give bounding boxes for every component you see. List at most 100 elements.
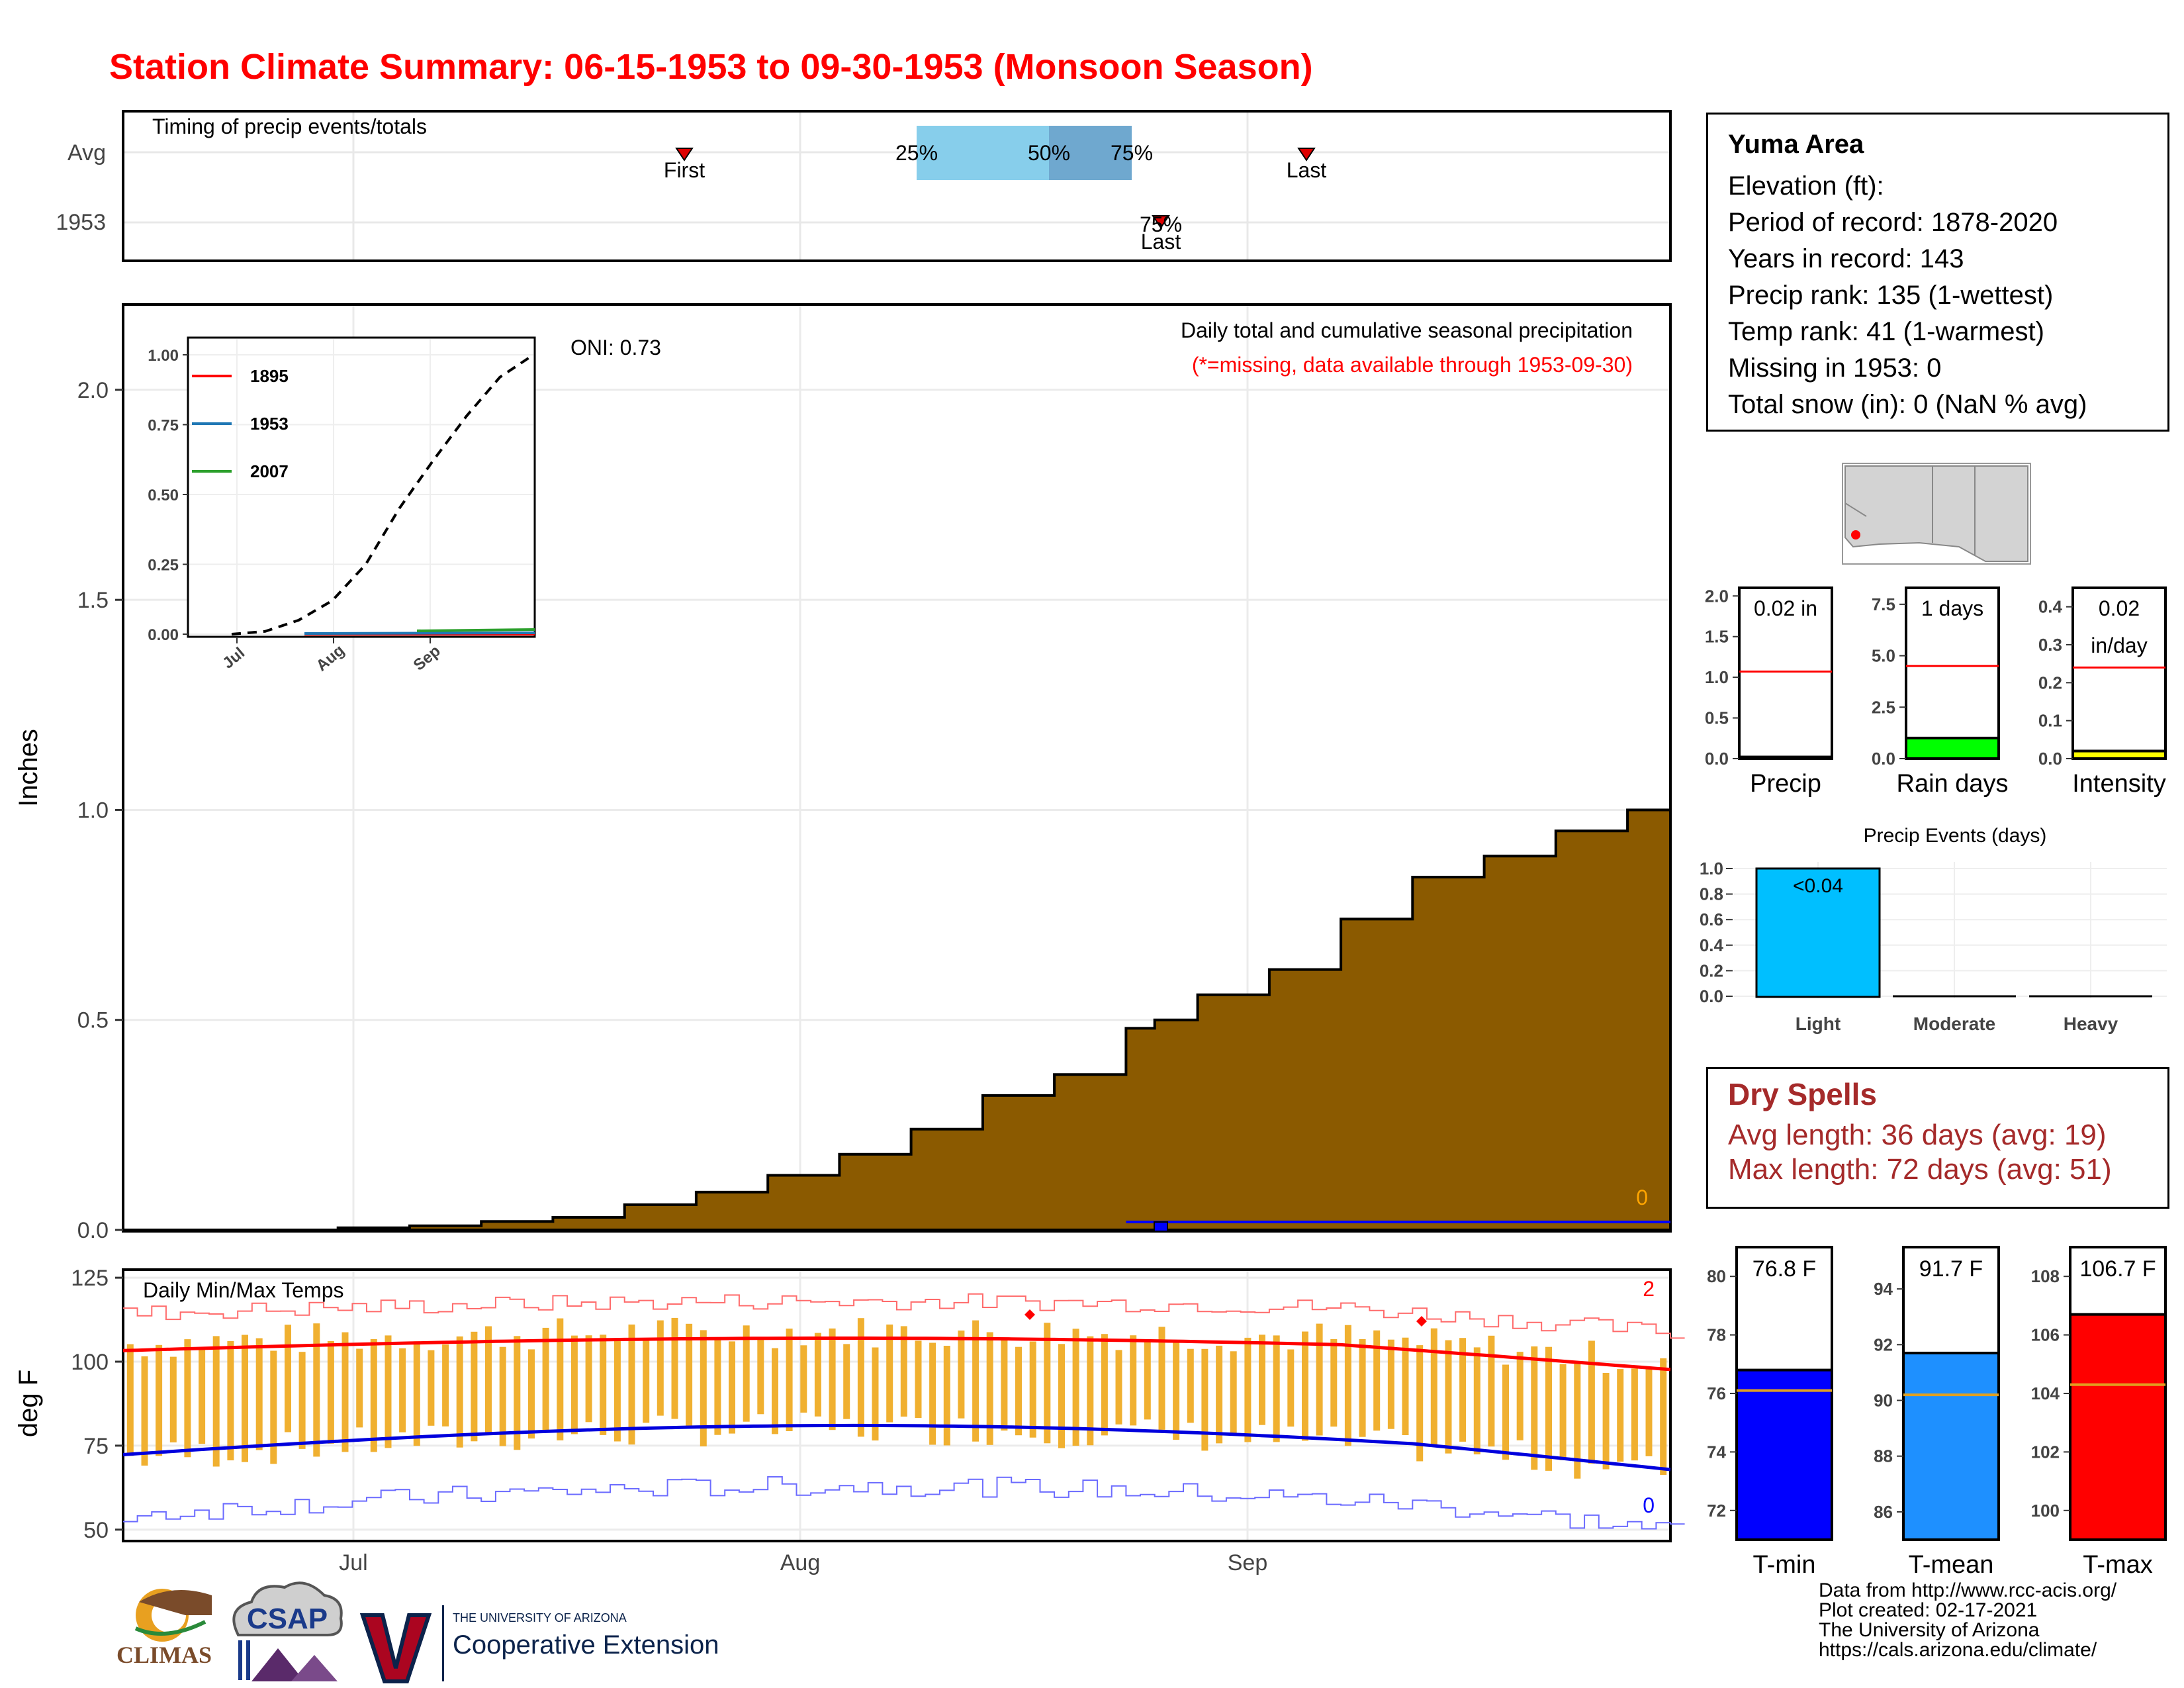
xtick-jul: Jul [339,1550,367,1575]
daily-temp-bar [757,1339,764,1415]
precip-gauge: 0.0 0.5 1.0 1.5 2.0 0.02 in Precip [1705,586,1833,798]
daily-temp-bar [886,1324,893,1423]
timing-band-50-75 [1049,126,1132,180]
tmin-record-line [123,1476,1685,1530]
temps-ytick: 100 [71,1350,109,1375]
daily-temp-bar [1173,1342,1180,1440]
dry-spells-box: Dry Spells Avg length: 36 days (avg: 19)… [1706,1067,2169,1209]
daily-temp-bar [242,1335,248,1462]
daily-temp-bar [714,1338,721,1435]
svg-text:CLIMAS: CLIMAS [116,1642,212,1668]
intensity-value-bar [2071,749,2167,760]
daily-temp-bar [1158,1327,1165,1430]
raindays-tick: 0.0 [1872,749,1895,769]
timing-row-avg: Avg [68,140,106,165]
raindays-tick: 5.0 [1872,646,1895,666]
daily-temp-bar [857,1318,864,1437]
daily-temp-bar [1101,1334,1108,1436]
daily-temp-bar [1488,1335,1495,1447]
events-ytick: 0.4 [1700,935,1724,955]
precip-ytick: 0.0 [77,1218,109,1243]
tmean-tick: 90 [1874,1391,1893,1411]
daily-temp-bar [356,1348,363,1428]
precip-panel: 0.0 0.5 1.0 1.5 2.0 Inches ONI: 0.73 Daily t… [14,303,1672,1243]
intensity-tick: 0.4 [2038,597,2063,617]
daily-temp-bar [643,1340,650,1423]
daily-temp-bar [1316,1323,1323,1436]
precip-ytick: 0.5 [77,1008,109,1033]
credits: Data from http://www.rcc-acis.org/ Plot … [1819,1581,2116,1660]
daily-temp-bar [1359,1338,1366,1437]
daily-temp-bar [671,1317,678,1419]
precip-1953-marker [1154,1221,1168,1232]
daily-temp-bar [370,1339,377,1452]
pct25-label: 25% [895,141,938,165]
events-cat-heavy: Heavy [2064,1013,2118,1034]
tmin-tick: 80 [1707,1266,1726,1286]
dry-spells-avg: Avg length: 36 days (avg: 19) [1728,1119,2107,1151]
daily-temp-bar [227,1340,234,1461]
daily-temp-bar [1187,1348,1194,1423]
events-ytick: 1.0 [1700,859,1723,878]
dry-spells-title: Dry Spells [1728,1077,1877,1111]
tmin-gauge: 72 74 76 78 80 76.8 F T-min [1707,1246,1833,1579]
events-cat-moderate: Moderate [1913,1013,1995,1034]
daily-temp-bar [184,1339,191,1458]
tmean-label: T-mean [1909,1551,1994,1579]
timing-row-1953: 1953 [56,210,106,235]
xtick-sep: Sep [1228,1550,1268,1575]
inset-legend-1953: 1953 [250,414,289,434]
daily-temp-bar [843,1344,850,1419]
daily-temp-bar [270,1350,277,1464]
daily-temp-bar [156,1344,163,1456]
daily-temp-bar [1459,1338,1467,1442]
daily-temp-bar [657,1320,664,1416]
daily-temp-bar [1330,1338,1338,1427]
last-label: Last [1287,158,1327,182]
tmin-average-line [122,1423,1671,1472]
daily-temp-bar [800,1345,807,1413]
daily-temp-bar [141,1356,148,1466]
intensity-tick: 0.3 [2038,635,2062,655]
daily-temp-bar [1373,1330,1381,1431]
temps-ytick: 125 [71,1266,109,1291]
intensity-tick: 0.0 [2038,749,2062,769]
tmean-value-bar [1902,1351,2000,1541]
precip-ylabel: Inches [14,729,43,807]
page-title: Station Climate Summary: 06-15-1953 to 0… [109,47,1313,87]
temps-ytick: 75 [83,1434,109,1459]
daily-temp-bar [1302,1331,1308,1441]
credit-data-source: Data from http://www.rcc-acis.org/ [1819,1579,2117,1601]
inset-legend-2007: 2007 [250,461,289,481]
daily-temp-bar [1559,1364,1567,1460]
daily-temp-bar [900,1326,907,1417]
daily-temp-bar [614,1340,621,1442]
daily-temp-bar [341,1332,349,1452]
daily-temp-bar [385,1335,392,1448]
tmin-value-label: 76.8 F [1752,1256,1816,1282]
daily-temp-bar [772,1348,778,1434]
record-marker-2 [1416,1316,1427,1327]
daily-temp-bar [1201,1348,1208,1451]
daily-temp-bar [1130,1335,1137,1426]
precip-ytick: 1.5 [77,588,109,613]
daily-temp-bar [814,1333,821,1417]
intensity-tick: 0.2 [2038,673,2062,692]
inset-ytick: 0.50 [148,487,179,504]
events-ytick: 0.0 [1700,986,1723,1006]
events-ytick: 0.8 [1700,884,1723,904]
daily-temp-bar [829,1328,836,1430]
tmin-label: T-min [1753,1551,1816,1579]
daily-temp-bar [255,1338,263,1450]
daily-temp-bar [915,1340,922,1419]
y1953-pct-label: 75% [1140,212,1182,236]
inset-ytick: 0.00 [148,626,179,644]
first-label: First [664,158,705,182]
tmin-tick: 74 [1707,1442,1726,1462]
daily-temp-bar [499,1346,506,1446]
logo-ua: THE UNIVERSITY OF ARIZONA Cooperative Ex… [359,1605,719,1683]
daily-temp-bar [628,1324,635,1445]
events-chart: Precip Events (days) <0.04 Light Moderat… [1700,825,2167,1034]
daily-temp-bar [1430,1328,1437,1447]
daily-temp-bar [1058,1344,1065,1448]
